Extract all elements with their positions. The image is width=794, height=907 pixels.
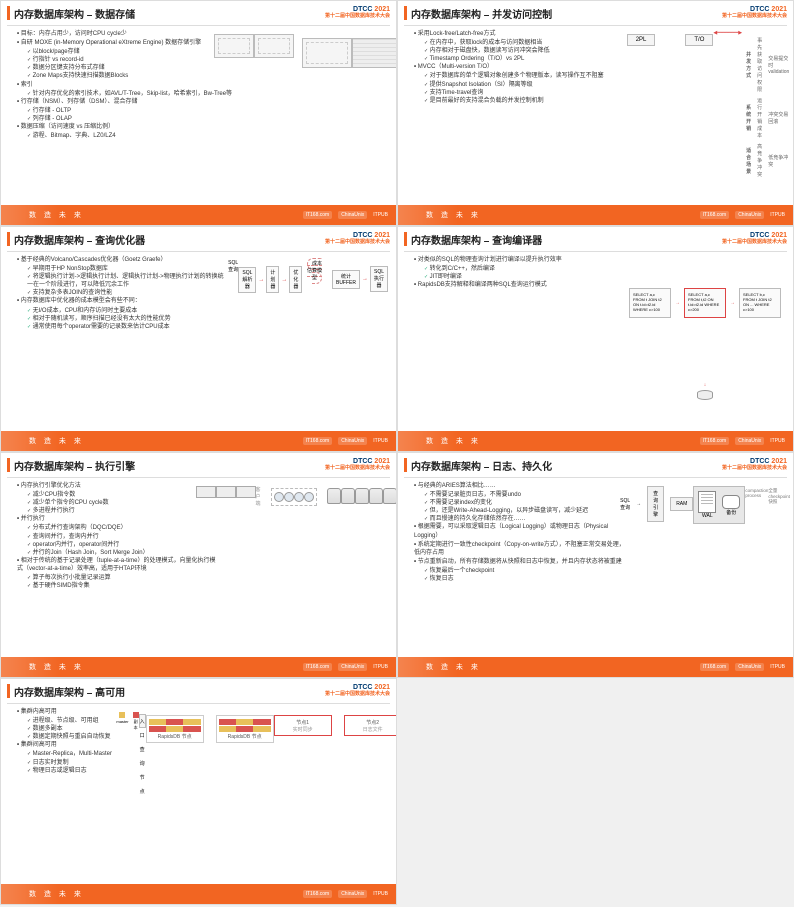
bullet-item: 而且慢速的持久化存储依然存在…… <box>406 515 625 523</box>
bullet-item: 多进程并行执行 <box>9 507 218 515</box>
empty-cell <box>397 678 794 905</box>
bullet-item: 将逻辑执行计划->逻辑执行计划、逻辑执行计划->物理执行计划的转换统一在一个阶段… <box>9 273 228 289</box>
bullet-item: 游程、Bitmap、字典、LZ0/LZ4 <box>9 132 238 140</box>
bullet-item: 分布式并行查询架构（DQC/DQE） <box>9 524 218 532</box>
bullet-item: Zone Maps支持快速扫描数据Blocks <box>9 72 238 80</box>
bullet-item: 提供Snapshot Isolation（SI）隔离等级 <box>406 81 635 89</box>
bullet-item: 自研 MOXE (in-Memory Operational eXtreme E… <box>9 39 238 47</box>
bullet-item: 行指针 vs record-id <box>9 56 238 64</box>
bullet-item: MVCC（Multi-version T/O） <box>406 63 635 71</box>
bullet-item: 数据分区键支持分布式存储 <box>9 64 238 72</box>
bullet-item: RapidsDB支持解释和编译两种SQL查询运行模式 <box>406 281 625 289</box>
slide-concurrency: 内存数据库架构 – 并发访问控制 DTCC 2021第十二届中国数据库技术大会 … <box>397 0 794 226</box>
slide-optimizer: 内存数据库架构 – 查询优化器 DTCC 2021第十二届中国数据库技术大会 基… <box>0 226 397 452</box>
bullet-item: 转化到C/C++，然后编译 <box>406 265 625 273</box>
slide-footer: 数 造 未 来 IT168.com ChinaUnix ITPUB <box>1 205 396 225</box>
conference-logo: DTCC 2021 第十二届中国数据库技术大会 <box>325 6 390 19</box>
slide-title: 内存数据库架构 – 数据存储 <box>14 6 325 21</box>
bullet-item: operator内并行，operator间并行 <box>9 541 218 549</box>
slide-compiler: 内存数据库架构 – 查询编译器 DTCC 2021第十二届中国数据库技术大会 对… <box>397 226 794 452</box>
slide-title: 内存数据库架构 – 并发访问控制 <box>411 6 722 21</box>
slide-ha: 内存数据库架构 – 高可用 DTCC 2021第十二届中国数据库技术大会 集群内… <box>0 678 397 905</box>
bullet-item: 减少单个指令的CPU cycle数 <box>9 499 218 507</box>
bullet-item: 相对于传统的基于记录处理（tuple-at-a-time）的处理模式，向量化执行… <box>9 557 218 573</box>
bullet-list: 目标：内存占用少，访问时CPU cycle少自研 MOXE (in-Memory… <box>9 30 238 204</box>
bullet-item: 日志实时复制 <box>9 759 149 767</box>
optimizer-flow-diagram: SQL 查询 SQL解析器 → 计划器 → 优化器 成本估算模型 统计BUFFE… <box>228 256 388 430</box>
bullet-item: 算子每次执行小批量记录运算 <box>9 574 218 582</box>
bullet-item: 减少CPU指令数 <box>9 491 218 499</box>
slide-title: 内存数据库架构 – 查询优化器 <box>14 232 325 247</box>
bullet-item: 数据压缩（访问速度 vs 压缩比例） <box>9 123 238 131</box>
bullet-item: 但，还是Write-Ahead-Logging，以异步磁盘读写，减少延迟 <box>406 507 625 515</box>
bullet-item: 在内存中，获取lock的成本与访问数据相当 <box>406 39 635 47</box>
bullet-item: 基于经典的Volcano/Cascades优化器（Goetz Graefe） <box>9 256 228 264</box>
bullet-item: 内存执行引擎优化方法 <box>9 482 218 490</box>
bullet-item: 根据需要，可以采取逻辑日志（Logical Logging）或物理日志（Phys… <box>406 523 625 539</box>
bullet-item: 行存储 - OLTP <box>9 107 238 115</box>
bullet-list: 采用Lock-free/Latch-free方式在内存中，获取lock的成本与访… <box>406 30 635 204</box>
bullet-item: 基于硬件SIMD指令集 <box>9 582 218 590</box>
bullet-item: 内存数据库中优化器的成本模型会有些不同： <box>9 297 228 305</box>
bullet-item: 不需要记录index的变化 <box>406 499 625 507</box>
bullet-item: 系统定期进行一致性checkpoint（Copy-on-write方式），不阻塞… <box>406 541 625 557</box>
slide-execution: 内存数据库架构 – 执行引擎 DTCC 2021第十二届中国数据库技术大会 内存… <box>0 452 397 678</box>
bullet-item: Master-Replica，Multi-Master <box>9 750 149 758</box>
bullet-item: 支持复杂多表JOIN的查询性能 <box>9 289 228 297</box>
bullet-list: 内存执行引擎优化方法减少CPU指令数减少单个指令的CPU cycle数多进程并行… <box>9 482 218 656</box>
bullet-list: 基于经典的Volcano/Cascades优化器（Goetz Graefe）早期… <box>9 256 228 430</box>
execution-diagram: 客户端 <box>218 482 388 656</box>
bullet-item: 节点重新启动，所有存储数据将从快照和日志中恢复，并且内存状态将被重建 <box>406 558 625 566</box>
lock-comparison-diagram: 2PL T/O ◀━━━━━━━▶ 并发方式事先获取访问权限交易提交时valid… <box>635 30 785 204</box>
slide-title: 内存数据库架构 – 查询编译器 <box>411 232 722 247</box>
bullet-item: 恢复日志 <box>406 575 625 583</box>
bullet-item: 行存储（NSM）、列存储（DSM）、混合存储 <box>9 98 238 106</box>
logging-diagram: SQL查询→ 查询引擎 RAM WAL 备份 compaction proces <box>625 482 785 656</box>
bullet-item: 物理日志或逻辑日志 <box>9 767 149 775</box>
compiler-diagram: SELECT a,c FROM t JOIN t2 ON t.id=t2.id … <box>625 256 785 430</box>
bullet-item: 以block/page存储 <box>9 48 238 56</box>
bullet-list: 对类似的SQL的物理查询计划进行编译以提升执行效率转化到C/C++，然后编译JI… <box>406 256 625 430</box>
bullet-item: 恢复最后一个checkpoint <box>406 567 625 575</box>
bullet-item: 通常使用每个operator需要的记录数来估计CPU成本 <box>9 323 228 331</box>
bullet-item: 与经典的ARIES算法相比…… <box>406 482 625 490</box>
bullet-item: 查询间并行，查询内并行 <box>9 533 218 541</box>
bullet-item: 内存相对于磁盘快，数据读写访问冲突会降低 <box>406 47 635 55</box>
bullet-item: 是目前最好的支持混合负载的并发控制机制 <box>406 97 635 105</box>
bullet-item: 对于数据库的单个逻辑对象创建多个物理版本，读写操作互不阻塞 <box>406 72 635 80</box>
bullet-item: 对类似的SQL的物理查询计划进行编译以提升执行效率 <box>406 256 625 264</box>
bullet-list: 集群内高可用进程级、节点级、可用组数据多副本数据定期快照与重启自动恢复集群间高可… <box>9 708 149 882</box>
bullet-item: 早期用于HP NonStop数据库 <box>9 265 228 273</box>
bullet-item: 数据定期快照与重启自动恢复 <box>9 733 149 741</box>
slide-logging: 内存数据库架构 – 日志、持久化 DTCC 2021第十二届中国数据库技术大会 … <box>397 452 794 678</box>
bullet-item: 并行的Join（Hash Join，Sort Merge Join） <box>9 549 218 557</box>
slide-title: 内存数据库架构 – 高可用 <box>14 684 325 699</box>
bullet-item: 索引 <box>9 81 238 89</box>
slide-grid: 内存数据库架构 – 数据存储 DTCC 2021 第十二届中国数据库技术大会 目… <box>0 0 794 905</box>
bullet-item: 并行执行 <box>9 515 218 523</box>
bullet-item: JIT即时编译 <box>406 273 625 281</box>
title-accent <box>7 6 10 20</box>
slide-title: 内存数据库架构 – 执行引擎 <box>14 458 325 473</box>
bullet-item: 目标：内存占用少，访问时CPU cycle少 <box>9 30 238 38</box>
bullet-item: 支持Time-travel查询 <box>406 89 635 97</box>
bullet-item: 列存储 - OLAP <box>9 115 238 123</box>
bullet-item: Timestamp Ordering（T/O）vs 2PL <box>406 55 635 63</box>
bullet-item: 不需要记录脏页日志，不需要undo <box>406 491 625 499</box>
bullet-item: 针对内存优化的索引技术，如AVL/T-Tree，Skip-list，哈希索引，B… <box>9 90 238 98</box>
bullet-item: 采用Lock-free/Latch-free方式 <box>406 30 635 38</box>
slide-data-storage: 内存数据库架构 – 数据存储 DTCC 2021 第十二届中国数据库技术大会 目… <box>0 0 397 226</box>
storage-diagram: 内存堆数据区 <box>238 30 388 204</box>
bullet-item: 相对于随机读写，顺序扫描已经没有太大的性能优势 <box>9 315 228 323</box>
bullet-item: 集群间高可用 <box>9 741 149 749</box>
bullet-list: 与经典的ARIES算法相比……不需要记录脏页日志，不需要undo不需要记录ind… <box>406 482 625 656</box>
ha-diagram: master 副本 入口 查询节点 RapidsDB 节点 RapidsDB 节… <box>149 708 369 882</box>
slide-title: 内存数据库架构 – 日志、持久化 <box>411 458 722 473</box>
bullet-item: 无I/O成本，CPU和内存访问时主要成本 <box>9 307 228 315</box>
